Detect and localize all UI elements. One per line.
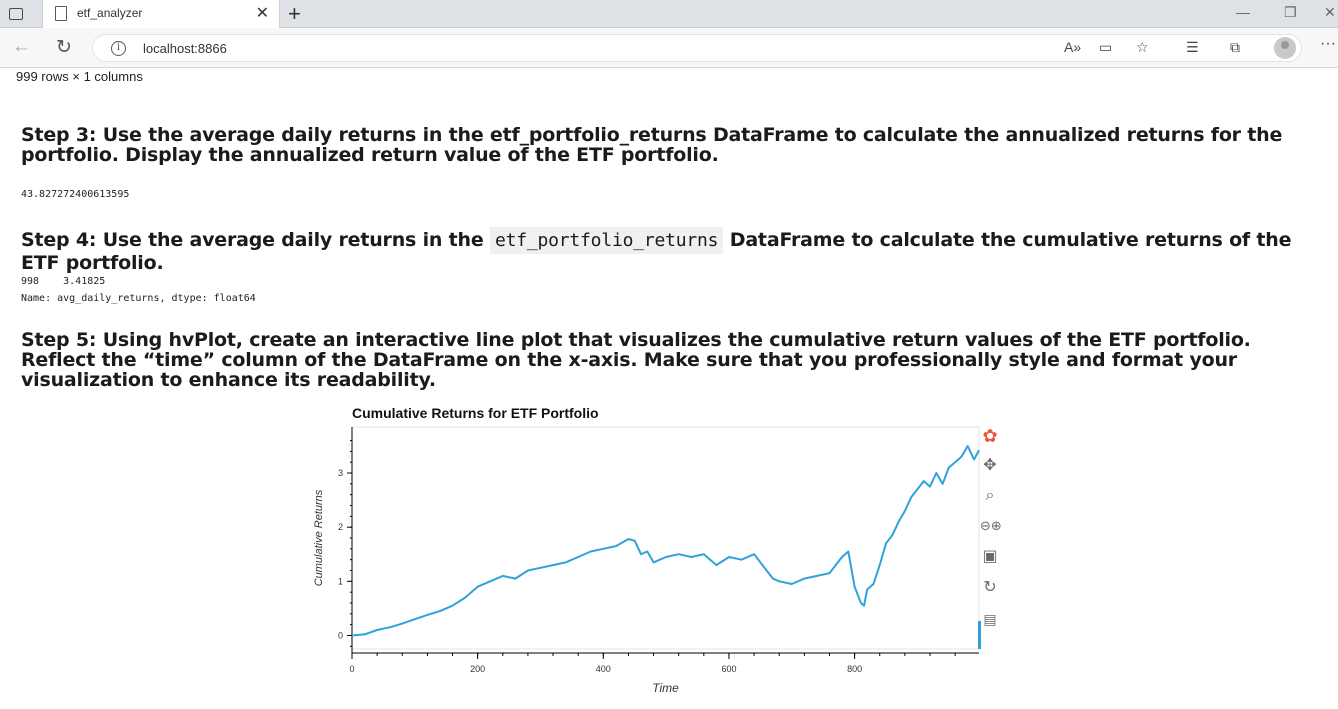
- immersive-reader-icon[interactable]: ▭: [1099, 39, 1113, 55]
- tab-actions-icon[interactable]: [6, 5, 26, 23]
- y-tick-label: 0: [338, 630, 343, 640]
- x-tick-label: 400: [596, 664, 611, 674]
- chart-svg[interactable]: Cumulative Returns for ETF Portfolio 0 1 2 3…: [300, 398, 981, 708]
- read-aloud-icon[interactable]: A»: [1064, 39, 1082, 55]
- step4-heading: Step 4: Use the average daily returns in…: [21, 227, 1321, 274]
- more-icon[interactable]: ···: [1320, 35, 1336, 52]
- info-icon[interactable]: i: [111, 41, 126, 56]
- x-tick-label: 600: [721, 664, 736, 674]
- box-zoom-icon[interactable]: ⌕: [985, 487, 995, 504]
- x-tick-label: 800: [847, 664, 862, 674]
- step4-prefix: Step 4: Use the average daily returns in…: [21, 229, 490, 251]
- step3-output: 43.827272400613595: [21, 189, 130, 200]
- tab-title: etf_analyzer: [77, 6, 143, 20]
- rows-note: 999 rows × 1 columns: [16, 69, 143, 84]
- add-favorite-icon[interactable]: ☆: [1136, 39, 1149, 55]
- plot-frame: [351, 426, 980, 650]
- restore-icon[interactable]: ❐: [1284, 4, 1297, 20]
- address-bar[interactable]: i localhost:8866: [92, 34, 1302, 62]
- step4-output-line2: Name: avg_daily_returns, dtype: float64: [21, 293, 256, 304]
- close-window-icon[interactable]: ✕: [1324, 4, 1336, 20]
- back-icon[interactable]: ←: [12, 36, 31, 57]
- reset-icon[interactable]: ↻: [983, 579, 997, 596]
- minimize-icon[interactable]: —: [1236, 4, 1250, 20]
- chart-title: Cumulative Returns for ETF Portfolio: [352, 405, 599, 421]
- profile-avatar[interactable]: [1274, 37, 1296, 59]
- step4-code: etf_portfolio_returns: [489, 227, 724, 254]
- step4-suffix: DataFrame to calculate the cumulative re…: [21, 229, 1292, 274]
- x-tick-label: 200: [470, 664, 485, 674]
- x-axis-label: Time: [652, 681, 679, 695]
- collections-icon[interactable]: ⧉: [1230, 39, 1240, 55]
- browser-toolbar: ← ↻ i localhost:8866 A» ▭ ☆ ☰ ⧉ ···: [0, 28, 1338, 68]
- y-tick-label: 3: [338, 468, 343, 478]
- y-tick-label: 2: [338, 522, 343, 532]
- save-icon[interactable]: ▣: [982, 548, 998, 565]
- refresh-icon[interactable]: ↻: [56, 37, 72, 58]
- range-marker: [978, 621, 981, 649]
- y-axis-label: Cumulative Returns: [313, 489, 325, 586]
- new-tab-icon[interactable]: +: [288, 1, 301, 26]
- bokeh-logo-icon[interactable]: ✿: [982, 426, 998, 446]
- hover-icon[interactable]: ▤: [983, 611, 997, 627]
- close-tab-icon[interactable]: ✕: [255, 5, 269, 22]
- step3-heading: Step 3: Use the average daily returns in…: [21, 124, 1283, 166]
- page-icon: [55, 6, 67, 21]
- browser-tab[interactable]: etf_analyzer ✕: [42, 0, 280, 28]
- cumulative-returns-chart[interactable]: Cumulative Returns for ETF Portfolio 0 1 2 3…: [300, 398, 1020, 708]
- cumulative-returns-line: [351, 445, 980, 637]
- favorites-icon[interactable]: ☰: [1186, 39, 1199, 55]
- step4-output-line1: 998 3.41825: [21, 276, 106, 287]
- url-text: localhost:8866: [143, 41, 227, 56]
- pan-icon[interactable]: ✥: [983, 457, 997, 474]
- step5-heading: Step 5: Using hvPlot, create an interact…: [21, 329, 1251, 391]
- notebook-content: 999 rows × 1 columns Step 3: Use the ave…: [0, 68, 1338, 709]
- wheel-zoom-icon[interactable]: ⊖⊕: [980, 518, 1002, 533]
- y-tick-label: 1: [338, 576, 343, 586]
- x-tick-label: 0: [349, 664, 354, 674]
- tab-bar: etf_analyzer ✕ + — ❐ ✕: [0, 0, 1338, 28]
